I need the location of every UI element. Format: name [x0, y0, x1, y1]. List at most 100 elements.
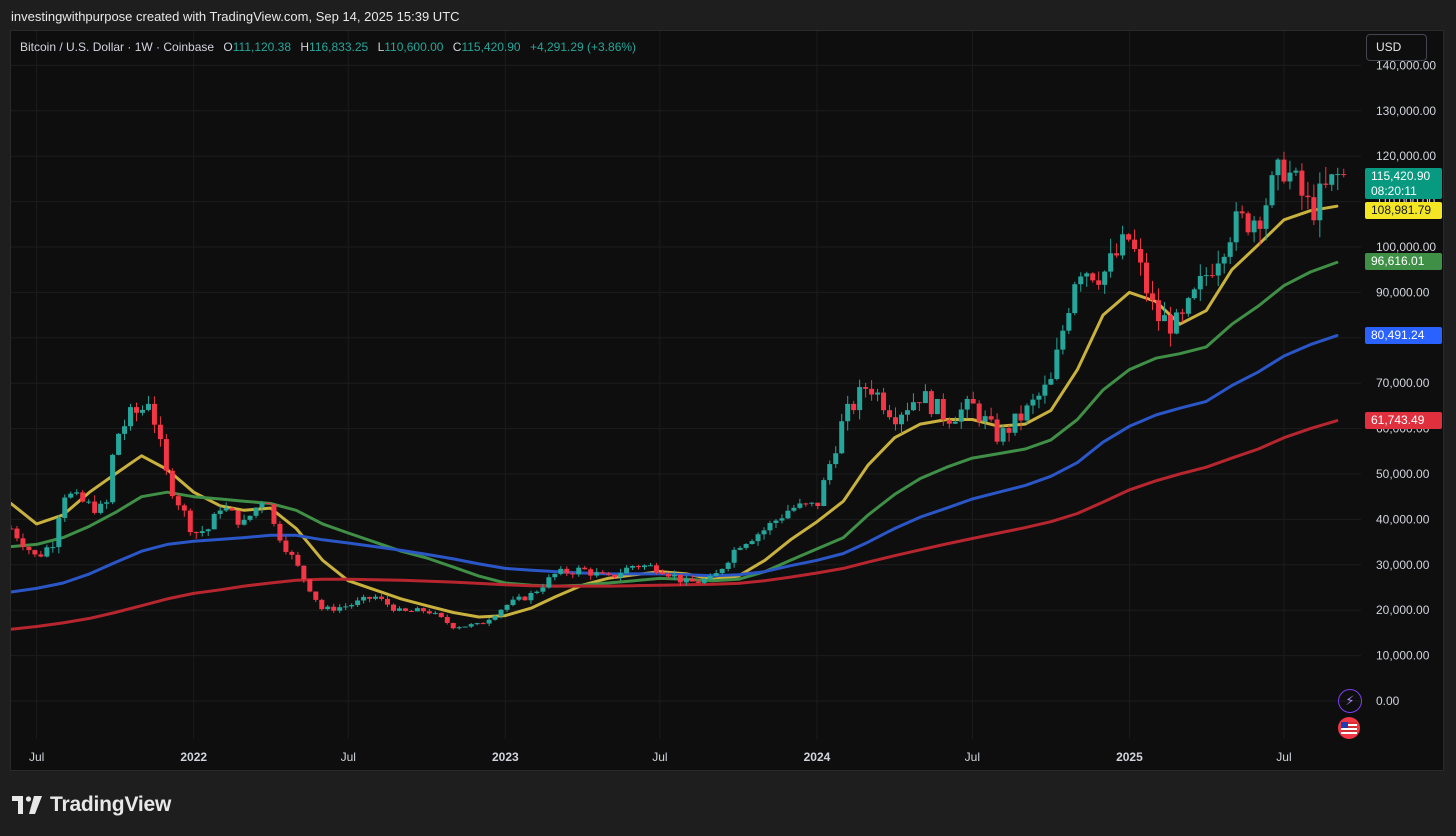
candle-body: [534, 591, 540, 594]
candle: [1018, 405, 1024, 431]
tradingview-logo[interactable]: TradingView: [12, 792, 171, 818]
candle-body: [229, 508, 235, 511]
candle: [647, 562, 653, 567]
candle-body: [271, 504, 277, 524]
candle: [893, 407, 899, 431]
candle: [241, 514, 247, 526]
candle-body: [367, 596, 373, 599]
candle: [1257, 216, 1263, 246]
candle-body: [893, 417, 899, 425]
candle: [450, 622, 456, 630]
lightning-icon[interactable]: ⚡: [1338, 689, 1362, 713]
candle: [1311, 184, 1317, 226]
y-tick-label: 140,000.00: [1376, 58, 1436, 72]
candle: [223, 502, 229, 513]
candle-body: [1245, 213, 1251, 233]
ema50-price-tag: 96,616.01: [1365, 253, 1442, 270]
candle-body: [414, 608, 420, 612]
candle-body: [379, 596, 385, 599]
candle-body: [373, 596, 379, 599]
candle: [922, 384, 928, 404]
candle-body: [958, 409, 964, 422]
candle-body: [510, 599, 516, 605]
candle-body: [749, 541, 755, 545]
candle: [355, 597, 361, 607]
candle: [1048, 372, 1054, 386]
candle-body: [600, 572, 606, 574]
candle-body: [1048, 379, 1054, 385]
x-tick-label: 2024: [804, 750, 831, 764]
currency-button[interactable]: USD: [1366, 34, 1427, 61]
candle: [612, 574, 618, 579]
candle-body: [301, 565, 307, 580]
candle-body: [588, 569, 594, 576]
candle: [1066, 308, 1072, 335]
candle-body: [952, 421, 958, 424]
candle-body: [325, 606, 331, 610]
candle: [271, 503, 277, 527]
candle-body: [516, 596, 522, 600]
candle: [486, 617, 492, 627]
candle: [151, 396, 157, 434]
candle-body: [815, 502, 821, 506]
candle-body: [56, 517, 62, 548]
close-label: C: [452, 40, 462, 54]
candle-body: [922, 391, 928, 404]
candle-body: [1155, 300, 1161, 322]
candle-body: [468, 624, 474, 627]
candle-body: [128, 407, 134, 427]
candle: [50, 541, 56, 553]
candle-body: [361, 596, 367, 601]
candle: [205, 528, 211, 536]
chart-panel[interactable]: 0.00 10,000.00 20,000.00 30,000.00 40,000.00…: [10, 30, 1444, 771]
candle: [1329, 173, 1335, 192]
candle: [821, 477, 827, 507]
candle-body: [940, 399, 946, 420]
candle: [169, 468, 175, 499]
candle: [14, 526, 20, 542]
candle: [851, 400, 857, 415]
candle-body: [1281, 159, 1287, 182]
candle-body: [881, 392, 887, 411]
us-flag-graphic: [1341, 722, 1357, 734]
candle: [534, 590, 540, 595]
price-chart[interactable]: 0.00 10,000.00 20,000.00 30,000.00 40,000.00…: [11, 31, 1443, 770]
ema20-price-tag: 108,981.79: [1365, 202, 1442, 219]
candle: [665, 572, 671, 579]
candle: [80, 490, 86, 503]
ema-line-100-ema: [11, 334, 1339, 594]
candle: [863, 382, 869, 398]
header-attribution: investingwithpurpose created with Tradin…: [11, 9, 460, 24]
candle-body: [994, 419, 1000, 442]
candle: [779, 514, 785, 524]
candle: [193, 531, 199, 539]
candle: [659, 569, 665, 575]
candle: [253, 507, 259, 519]
candle: [994, 413, 1000, 445]
candle-body: [396, 608, 402, 611]
candle-body: [1221, 256, 1227, 264]
candle-body: [1096, 280, 1102, 285]
x-tick-label: 2023: [492, 750, 519, 764]
candle-body: [809, 502, 815, 504]
candle: [456, 626, 462, 630]
candle-body: [1209, 275, 1215, 277]
candle: [1096, 271, 1102, 290]
candle-body: [851, 403, 857, 411]
candle: [1042, 375, 1048, 404]
candle: [432, 611, 438, 615]
candle: [337, 604, 343, 613]
candle-body: [26, 546, 32, 551]
candle-body: [761, 530, 767, 535]
low-label: L: [377, 40, 385, 54]
candle-body: [456, 627, 462, 629]
candle-body: [821, 480, 827, 506]
candle-body: [1239, 211, 1245, 214]
us-flag-icon[interactable]: [1338, 717, 1360, 739]
candle: [564, 566, 570, 577]
candle-body: [570, 573, 576, 575]
candle-body: [797, 503, 803, 508]
candle: [1215, 250, 1221, 287]
symbol-title: Bitcoin / U.S. Dollar · 1W · Coinbase: [20, 40, 215, 54]
candle-body: [773, 520, 779, 524]
